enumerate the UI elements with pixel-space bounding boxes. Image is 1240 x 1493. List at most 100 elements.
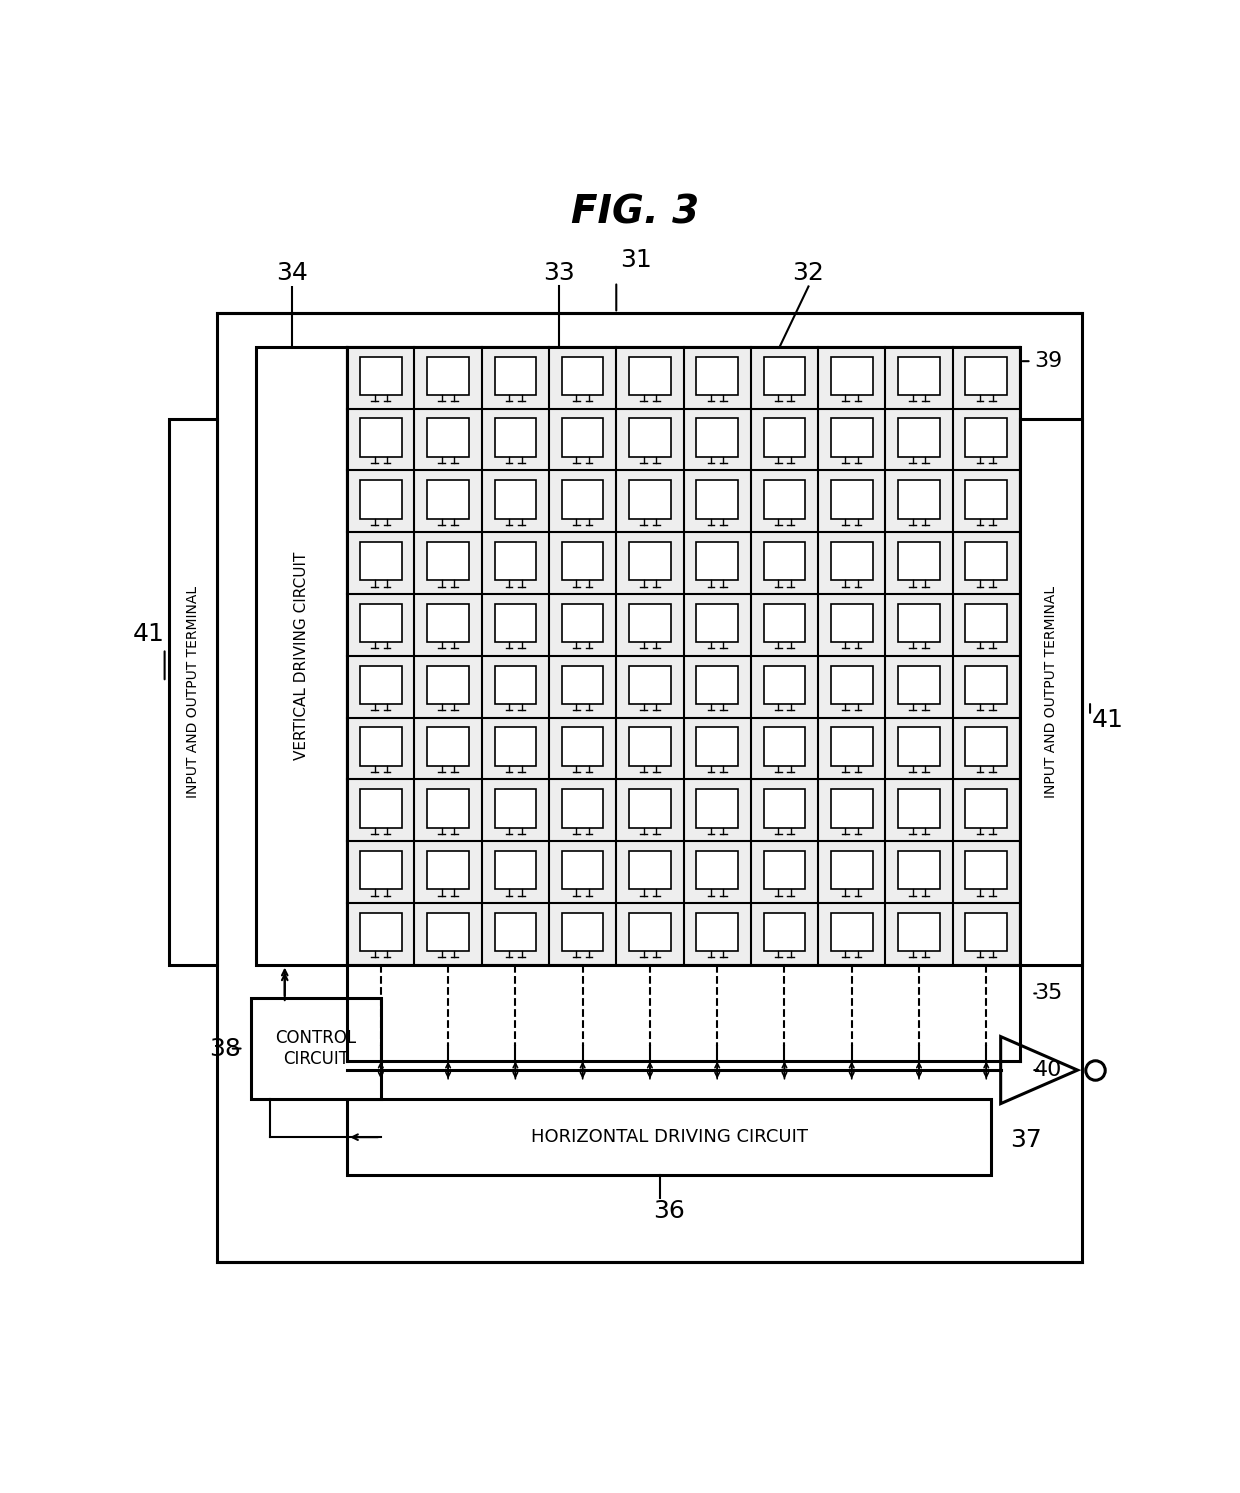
Bar [831,790,873,827]
Text: 41: 41 [133,623,165,646]
Bar [1019,418,1083,964]
Bar [360,912,402,951]
Bar [898,603,940,642]
Bar [562,542,604,581]
Text: 36: 36 [653,1199,684,1223]
Bar [697,481,738,518]
Bar [428,790,469,827]
Bar [360,603,402,642]
Bar [495,481,536,518]
Bar [898,912,940,951]
Bar [697,790,738,827]
Bar [495,418,536,457]
Bar [764,418,805,457]
Bar [360,357,402,396]
Bar [966,912,1007,951]
Bar [831,542,873,581]
Text: 35: 35 [1034,984,1063,1003]
Bar [360,542,402,581]
Text: 34: 34 [277,261,308,285]
Bar [898,790,940,827]
Bar [562,666,604,705]
Bar [629,727,671,766]
Bar [697,851,738,890]
Bar [428,603,469,642]
Bar [347,1099,991,1175]
Bar [966,851,1007,890]
Bar [898,357,940,396]
Bar [966,357,1007,396]
Text: FIG. 3: FIG. 3 [572,194,699,231]
Bar [898,542,940,581]
Bar [360,727,402,766]
Bar [831,912,873,951]
Text: 31: 31 [620,248,651,272]
Bar [629,357,671,396]
Bar [764,481,805,518]
Bar [697,357,738,396]
Bar [898,418,940,457]
Bar [764,542,805,581]
Bar [629,912,671,951]
Bar [629,542,671,581]
Bar [966,542,1007,581]
Bar [562,790,604,827]
Bar [428,481,469,518]
Bar [495,851,536,890]
Bar [360,418,402,457]
Bar [495,357,536,396]
Bar [495,542,536,581]
Bar [898,481,940,518]
Bar [495,790,536,827]
Bar [697,542,738,581]
Bar [764,912,805,951]
Bar [764,603,805,642]
Bar [562,727,604,766]
Bar [966,666,1007,705]
Text: INPUT AND OUTPUT TERMINAL: INPUT AND OUTPUT TERMINAL [186,585,201,797]
Bar [629,790,671,827]
Bar [898,666,940,705]
Bar [428,851,469,890]
Bar [562,851,604,890]
Bar [428,418,469,457]
Bar [831,727,873,766]
Bar [764,851,805,890]
Bar [562,481,604,518]
Text: CONTROL
CIRCUIT: CONTROL CIRCUIT [275,1029,357,1067]
Text: 40: 40 [1034,1060,1063,1079]
Bar [966,603,1007,642]
Bar [697,603,738,642]
Bar [250,999,381,1099]
Text: 38: 38 [210,1036,242,1060]
Bar [562,357,604,396]
Bar [966,727,1007,766]
Text: 39: 39 [1034,351,1063,372]
Bar [170,418,217,964]
Bar [428,912,469,951]
Bar [255,346,347,964]
Bar [360,790,402,827]
Bar [697,418,738,457]
Text: HORIZONTAL DRIVING CIRCUIT: HORIZONTAL DRIVING CIRCUIT [531,1129,807,1147]
Bar [831,603,873,642]
Text: INPUT AND OUTPUT TERMINAL: INPUT AND OUTPUT TERMINAL [1044,585,1058,797]
Bar [697,666,738,705]
Bar [629,418,671,457]
Bar [898,727,940,766]
Bar [764,357,805,396]
Bar [360,481,402,518]
Bar [629,666,671,705]
Bar [360,851,402,890]
Bar [495,727,536,766]
Bar [898,851,940,890]
Bar [428,357,469,396]
Text: 32: 32 [792,261,825,285]
Bar [966,418,1007,457]
Text: VERTICAL DRIVING CIRCUIT: VERTICAL DRIVING CIRCUIT [294,551,309,760]
Polygon shape [1001,1036,1078,1103]
Bar [831,666,873,705]
Bar [562,912,604,951]
Bar [217,314,1083,1262]
Bar [629,603,671,642]
